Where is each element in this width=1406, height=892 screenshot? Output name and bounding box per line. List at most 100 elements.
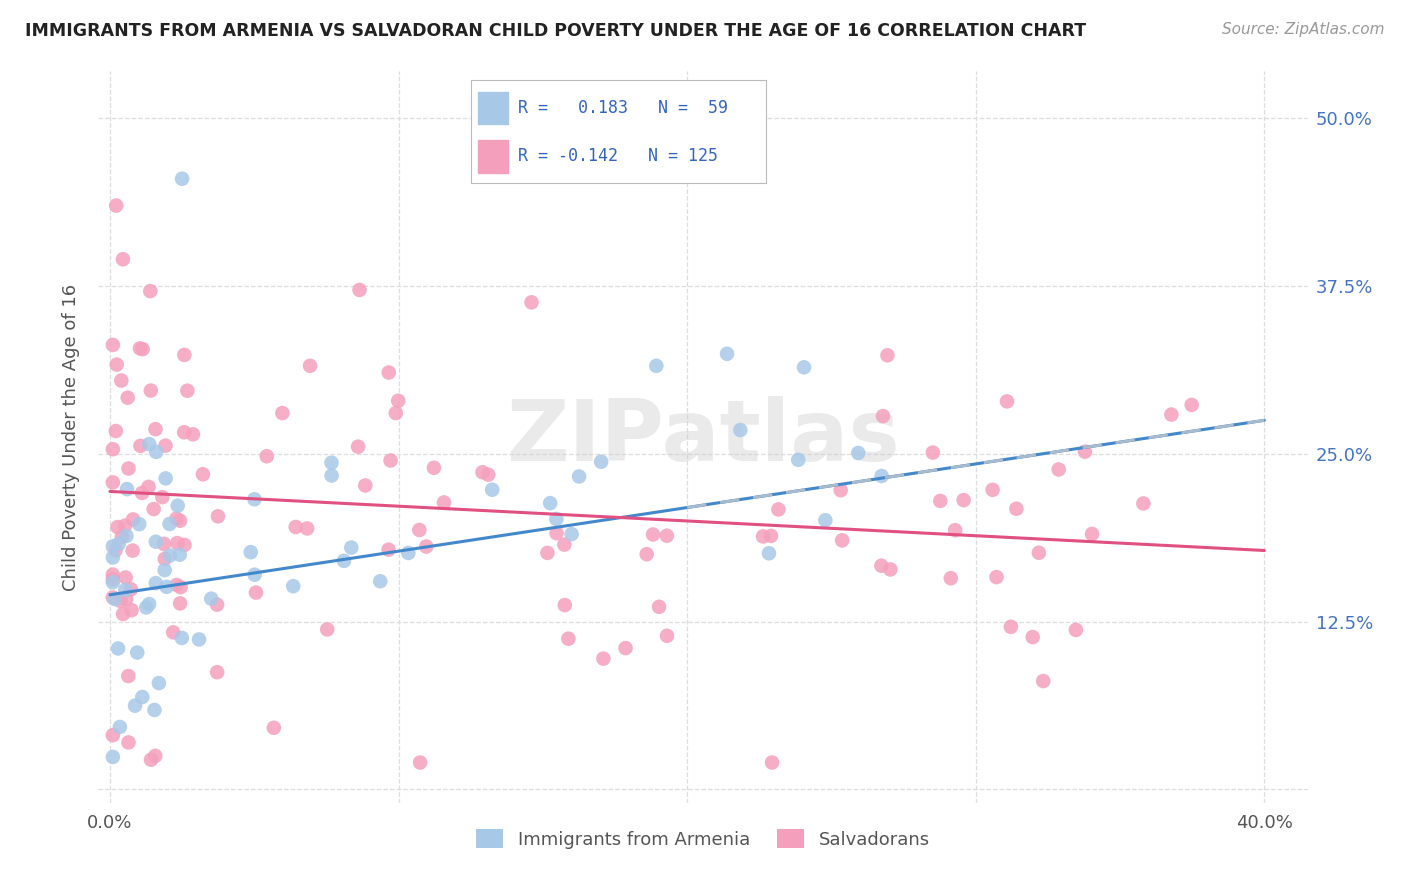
Point: [1005, 501, 1028, 516]
Point: [553, 538, 575, 552]
Legend: Immigrants from Armenia, Salvadorans: Immigrants from Armenia, Salvadorans: [470, 822, 936, 856]
Text: IMMIGRANTS FROM ARMENIA VS SALVADORAN CHILD POVERTY UNDER THE AGE OF 16 CORRELAT: IMMIGRANTS FROM ARMENIA VS SALVADORAN CH…: [25, 22, 1087, 40]
Point: [349, 283, 371, 297]
Text: R =   0.183   N =  59: R = 0.183 N = 59: [519, 99, 728, 117]
Point: [981, 483, 1004, 497]
Point: [107, 641, 129, 656]
Point: [117, 461, 139, 475]
Point: [870, 558, 893, 573]
Point: [354, 478, 377, 492]
Text: ZIPatlas: ZIPatlas: [506, 395, 900, 479]
Point: [153, 563, 176, 577]
Point: [347, 440, 370, 454]
Point: [176, 384, 198, 398]
Text: R = -0.142   N = 125: R = -0.142 N = 125: [519, 147, 718, 165]
Point: [295, 521, 318, 535]
Point: [1181, 398, 1204, 412]
Point: [648, 599, 671, 614]
Point: [153, 537, 176, 551]
Point: [377, 542, 399, 557]
Point: [101, 338, 124, 352]
Point: [423, 460, 446, 475]
Point: [135, 600, 157, 615]
Point: [172, 171, 194, 186]
Point: [759, 529, 782, 543]
Point: [101, 728, 124, 742]
FancyBboxPatch shape: [478, 140, 508, 173]
Point: [143, 748, 166, 763]
Point: [159, 516, 181, 531]
Point: [377, 366, 399, 380]
Point: [986, 570, 1008, 584]
Point: [105, 358, 128, 372]
Point: [169, 596, 191, 610]
Point: [830, 483, 852, 498]
Point: [316, 623, 339, 637]
Point: [368, 574, 391, 589]
Point: [110, 594, 132, 608]
Point: [150, 490, 173, 504]
Point: [121, 603, 143, 617]
Point: [101, 475, 124, 490]
Point: [408, 523, 430, 537]
Point: [568, 469, 591, 483]
FancyBboxPatch shape: [478, 92, 508, 124]
Point: [793, 360, 815, 375]
Point: [655, 629, 678, 643]
Point: [138, 437, 160, 451]
Point: [846, 446, 869, 460]
Point: [471, 465, 494, 479]
Point: [387, 393, 409, 408]
Point: [155, 439, 177, 453]
Point: [271, 406, 294, 420]
Point: [879, 562, 901, 576]
Text: Source: ZipAtlas.com: Source: ZipAtlas.com: [1222, 22, 1385, 37]
Point: [939, 571, 962, 585]
Point: [870, 469, 893, 483]
Point: [645, 359, 668, 373]
Point: [101, 750, 124, 764]
Point: [831, 533, 853, 548]
Point: [1032, 674, 1054, 689]
Point: [263, 721, 285, 735]
Point: [169, 580, 191, 594]
Point: [636, 547, 658, 561]
Point: [110, 374, 132, 388]
Point: [655, 529, 678, 543]
Point: [138, 597, 160, 611]
Point: [245, 585, 267, 599]
Point: [415, 540, 437, 554]
Point: [117, 669, 139, 683]
Point: [111, 530, 134, 544]
Point: [481, 483, 503, 497]
Point: [143, 703, 166, 717]
Point: [142, 502, 165, 516]
Point: [101, 567, 124, 582]
Point: [166, 578, 188, 592]
Point: [243, 567, 266, 582]
Point: [943, 523, 966, 537]
Point: [321, 468, 343, 483]
Point: [121, 543, 143, 558]
Point: [614, 641, 637, 656]
Point: [239, 545, 262, 559]
Point: [117, 391, 139, 405]
Point: [115, 482, 138, 496]
Point: [929, 494, 952, 508]
Point: [124, 698, 146, 713]
Point: [145, 534, 167, 549]
Point: [284, 520, 307, 534]
Point: [1132, 496, 1154, 510]
Point: [114, 518, 136, 533]
Point: [787, 452, 810, 467]
Point: [165, 511, 187, 525]
Point: [107, 520, 129, 534]
Point: [1081, 527, 1104, 541]
Point: [117, 735, 139, 749]
Point: [101, 572, 124, 586]
Point: [561, 527, 583, 541]
Point: [104, 592, 127, 607]
Point: [166, 499, 188, 513]
Point: [814, 513, 837, 527]
Point: [173, 425, 195, 440]
